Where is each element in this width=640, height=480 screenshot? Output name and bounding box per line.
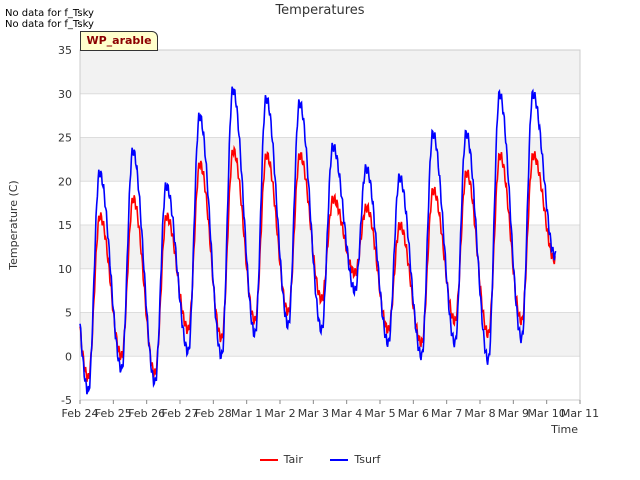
x-tick-label: Feb 28 [195,407,232,420]
plot-band [80,225,580,269]
x-tick-label: Mar 11 [561,407,599,420]
plot-band [80,50,580,94]
legend-item-tsurf: Tsurf [330,453,380,466]
x-tick-label: Mar 10 [528,407,566,420]
y-tick-label: 5 [65,307,72,320]
x-tick-label: Mar 7 [431,407,462,420]
y-tick-label: 30 [58,88,72,101]
x-tick-label: Feb 24 [62,407,99,420]
legend-swatch-tair [259,459,278,461]
site-badge: WP_arable [80,31,158,51]
x-tick-label: Mar 3 [298,407,329,420]
x-tick-label: Mar 4 [331,407,362,420]
legend-swatch-tsurf [330,459,349,461]
y-tick-label: 20 [58,175,72,188]
legend-label-tsurf: Tsurf [354,453,381,466]
y-tick-label: 35 [58,44,72,57]
plot-band [80,312,580,357]
y-axis-label: Temperature (C) [7,180,20,270]
no-data-message: No data for f_Tsky [5,8,94,19]
plot-band [80,268,580,313]
x-tick-label: Mar 6 [398,407,429,420]
y-tick-label: 0 [65,350,72,363]
plot-frame [79,49,581,401]
x-tick-label: Mar 5 [364,407,395,420]
no-data-message: No data for f_Tsky [5,19,94,30]
x-tick-label: Feb 26 [128,407,165,420]
legend-item-tair: Tair [259,453,303,466]
x-tick-label: Mar 2 [264,407,295,420]
y-tick-label: -5 [61,394,72,407]
x-tick-label: Feb 27 [162,407,199,420]
x-tick-label: Feb 25 [95,407,132,420]
y-tick-label: 10 [58,263,72,276]
legend-label-tair: Tair [283,453,303,466]
y-tick-label: 25 [58,132,72,145]
series-line-tsurf [79,86,557,395]
x-axis-label: Time [550,423,578,436]
y-tick-label: 15 [58,219,72,232]
x-tick-label: Mar 1 [231,407,262,420]
legend: Tair Tsurf [0,453,640,466]
chart-title: Temperatures [275,3,365,18]
x-tick-label: Mar 9 [498,407,529,420]
x-tick-label: Mar 8 [464,407,495,420]
plot-band [80,356,580,400]
